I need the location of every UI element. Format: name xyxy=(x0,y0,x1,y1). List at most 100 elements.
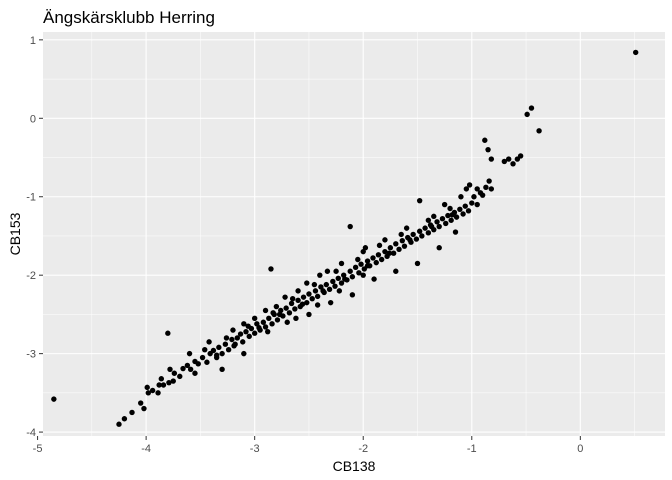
data-point xyxy=(349,274,356,280)
data-point xyxy=(364,258,371,264)
data-point xyxy=(180,365,186,372)
data-point xyxy=(155,390,161,396)
data-point xyxy=(204,359,210,365)
data-point xyxy=(460,211,466,217)
data-point xyxy=(414,260,421,267)
data-point xyxy=(453,214,460,220)
data-point xyxy=(213,352,220,358)
data-point xyxy=(314,302,321,308)
data-point xyxy=(501,158,508,165)
data-point xyxy=(314,293,321,300)
data-point xyxy=(373,259,379,266)
plot-panel xyxy=(43,32,665,436)
data-point xyxy=(292,306,298,312)
data-point xyxy=(413,236,420,242)
data-point xyxy=(199,354,206,361)
data-point xyxy=(222,341,229,347)
data-point xyxy=(324,268,331,274)
data-point xyxy=(300,294,307,300)
data-point xyxy=(396,246,402,252)
y-tick-label: 0 xyxy=(30,113,36,125)
data-point xyxy=(441,201,448,208)
data-point xyxy=(270,310,276,316)
y-axis-title: CB153 xyxy=(7,212,23,255)
data-point xyxy=(462,203,468,209)
y-tick-label: -4 xyxy=(26,427,36,439)
data-point xyxy=(210,347,217,354)
x-tick-label: -1 xyxy=(467,443,477,455)
data-point xyxy=(483,184,489,191)
data-point xyxy=(399,237,406,244)
data-point xyxy=(431,213,437,220)
data-point xyxy=(390,250,397,256)
data-point xyxy=(419,233,425,239)
data-point xyxy=(286,310,293,316)
data-point xyxy=(219,366,225,373)
data-point xyxy=(360,248,366,255)
x-axis-title: CB138 xyxy=(333,458,376,474)
data-point xyxy=(276,311,283,318)
data-point xyxy=(416,197,423,204)
data-point xyxy=(229,336,235,343)
data-point xyxy=(251,315,258,322)
data-point xyxy=(486,178,492,184)
data-point xyxy=(251,330,258,336)
data-point xyxy=(284,319,290,325)
data-point xyxy=(332,283,338,289)
data-point xyxy=(241,350,247,357)
data-point xyxy=(254,321,260,327)
data-point xyxy=(488,186,495,192)
data-point xyxy=(282,294,288,300)
data-point xyxy=(206,339,212,345)
data-point xyxy=(166,379,172,386)
y-axis-ticks: -4 -3 -2 -1 0 1 xyxy=(26,35,43,439)
data-point xyxy=(225,347,232,353)
data-point xyxy=(265,328,271,335)
y-tick-label: -2 xyxy=(26,270,36,282)
chart-title: Ängskärsklubb Herring xyxy=(43,8,215,27)
data-point xyxy=(216,344,222,351)
data-point xyxy=(436,245,442,251)
data-point xyxy=(167,366,173,373)
data-point xyxy=(479,192,486,198)
data-point xyxy=(245,323,251,329)
data-point xyxy=(386,250,392,256)
data-point xyxy=(474,186,480,192)
x-tick-label: -3 xyxy=(250,443,260,455)
data-points xyxy=(51,49,639,427)
data-point xyxy=(398,231,404,238)
data-point xyxy=(293,315,299,322)
data-point xyxy=(336,288,343,294)
data-point xyxy=(317,272,323,278)
data-point xyxy=(256,325,262,331)
grid-major xyxy=(37,32,665,436)
data-point xyxy=(323,281,330,288)
data-point xyxy=(170,378,176,384)
data-point xyxy=(299,301,306,307)
data-point xyxy=(376,242,383,249)
x-tick-label: -4 xyxy=(141,443,151,455)
data-point xyxy=(371,276,377,282)
data-point xyxy=(463,186,470,192)
data-point xyxy=(156,382,162,388)
data-point xyxy=(171,370,178,376)
data-point xyxy=(268,266,274,272)
data-point xyxy=(485,146,491,153)
data-point xyxy=(510,161,516,167)
data-point xyxy=(184,362,191,369)
data-point xyxy=(288,300,295,307)
data-point xyxy=(295,288,301,294)
data-point xyxy=(230,327,236,333)
data-point xyxy=(338,260,345,267)
data-point xyxy=(144,384,150,391)
data-point xyxy=(246,333,252,340)
data-point xyxy=(187,366,194,373)
data-point xyxy=(439,216,446,222)
data-point xyxy=(309,296,315,302)
data-point xyxy=(474,201,480,208)
data-point xyxy=(304,299,310,306)
data-point xyxy=(482,137,488,143)
data-point xyxy=(352,264,359,271)
x-axis-ticks: -5 -4 -3 -2 -1 0 xyxy=(33,436,583,455)
data-point xyxy=(243,328,249,335)
